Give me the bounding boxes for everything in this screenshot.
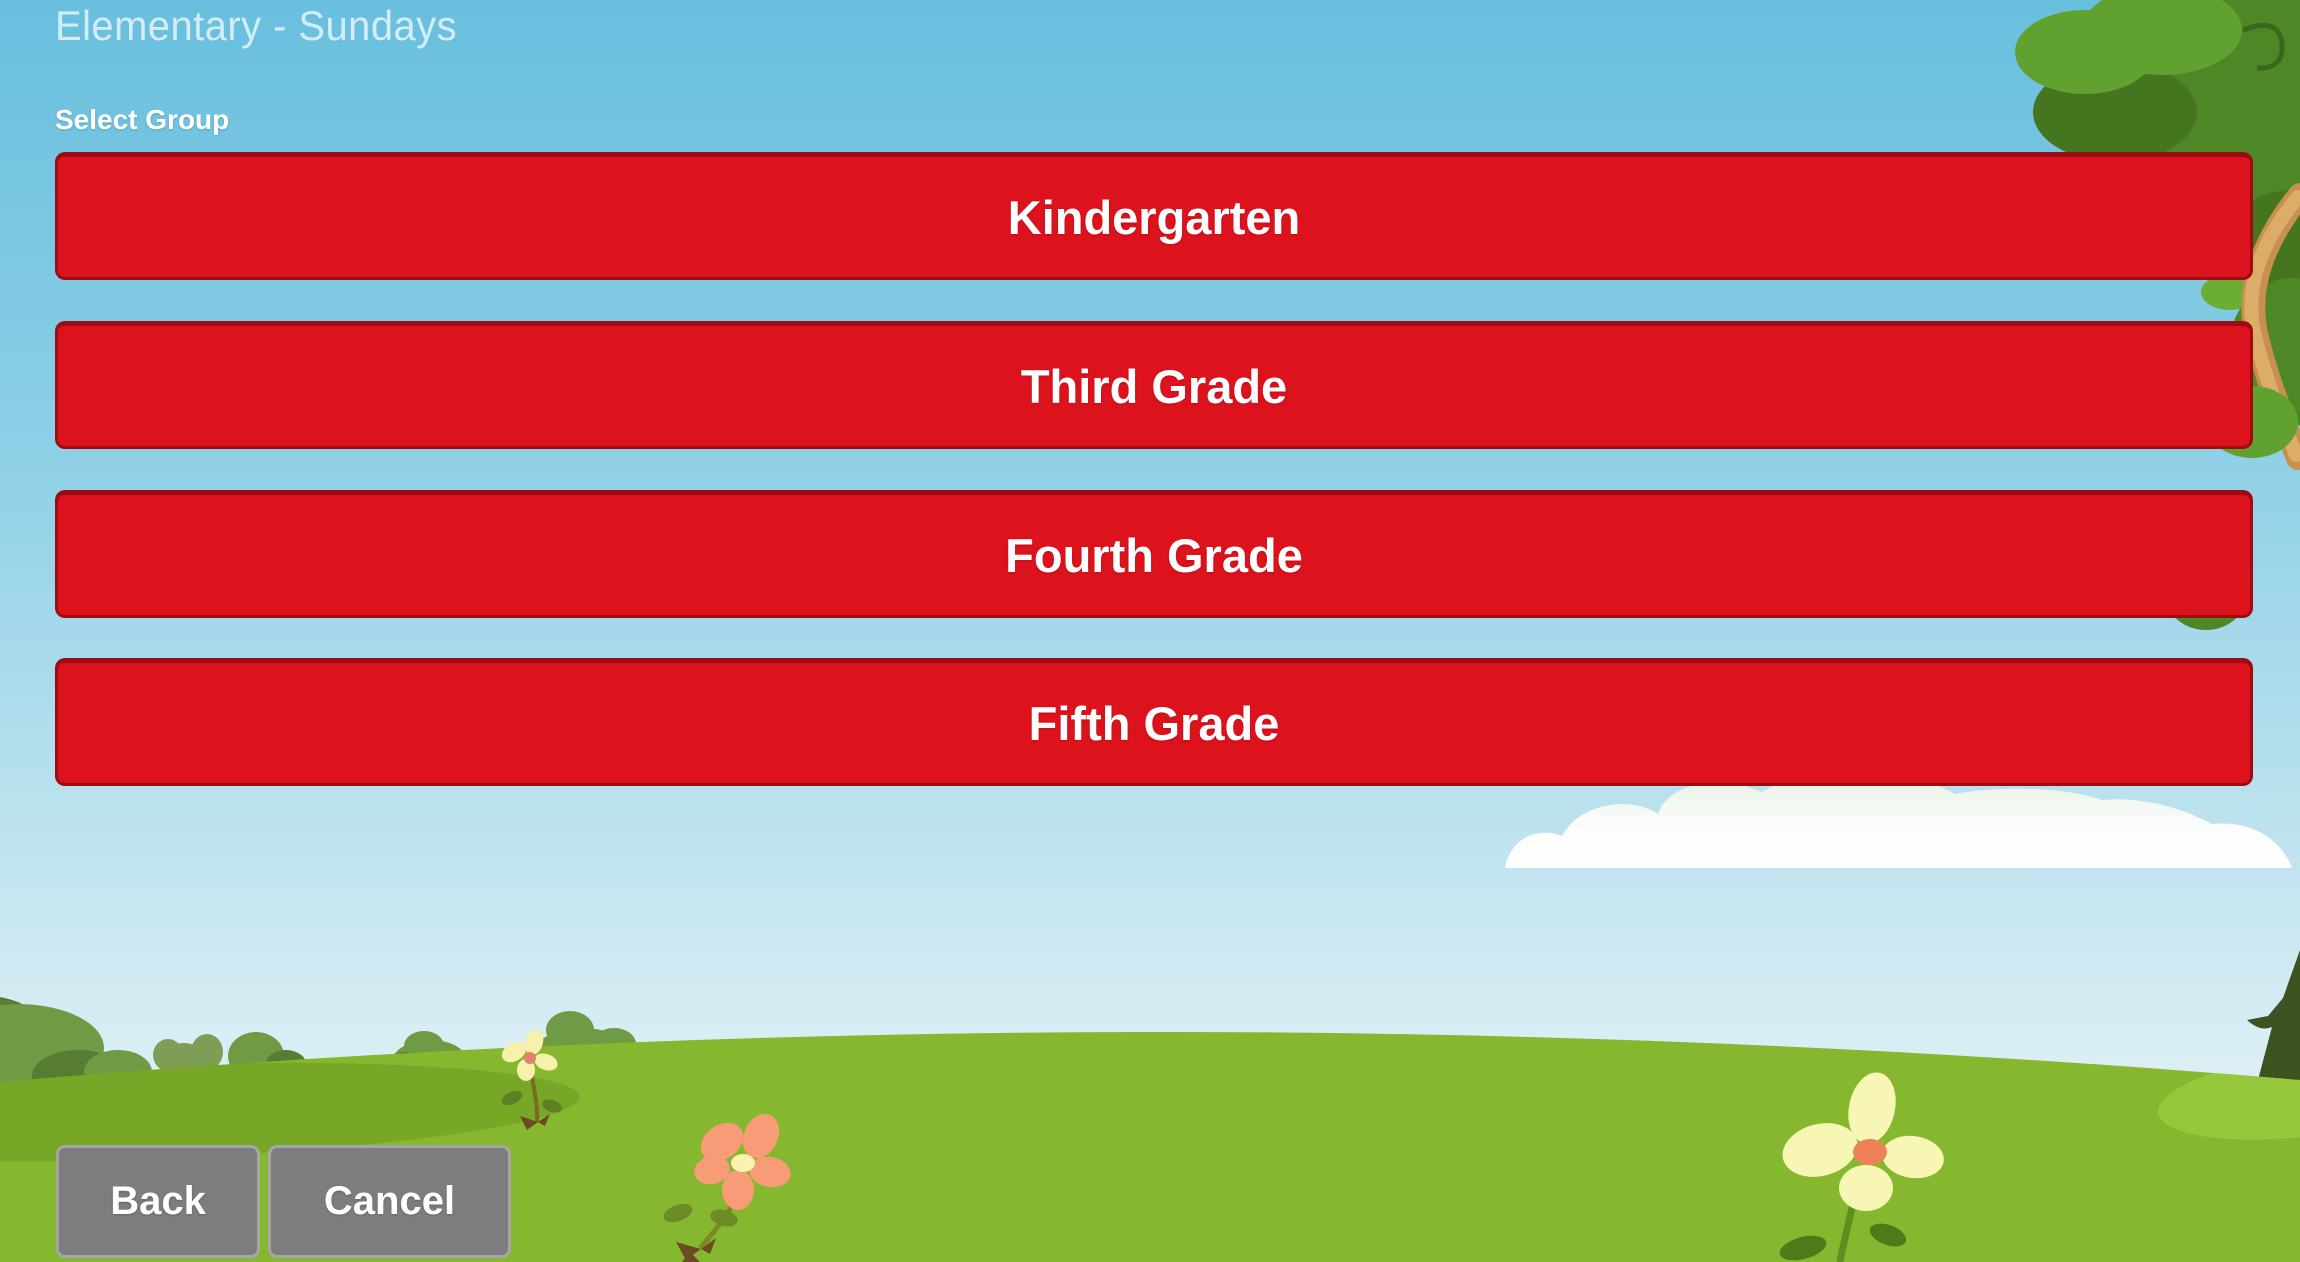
- cloud-icon: [1505, 772, 2292, 868]
- group-button-third-grade[interactable]: Third Grade: [55, 321, 2253, 449]
- group-button-fifth-grade[interactable]: Fifth Grade: [55, 658, 2253, 786]
- back-button[interactable]: Back: [56, 1145, 260, 1258]
- group-button-fourth-grade[interactable]: Fourth Grade: [55, 490, 2253, 618]
- group-button-kindergarten[interactable]: Kindergarten: [55, 152, 2253, 280]
- small-flower-icon: [501, 1029, 562, 1130]
- page-title: Elementary - Sundays: [55, 2, 458, 49]
- cancel-button[interactable]: Cancel: [268, 1145, 511, 1258]
- orange-flower-icon: [663, 1113, 791, 1262]
- yellow-flower-icon: [1779, 1072, 1944, 1262]
- select-group-label: Select Group: [55, 104, 230, 135]
- fir-tree-icon: [2247, 950, 2300, 1086]
